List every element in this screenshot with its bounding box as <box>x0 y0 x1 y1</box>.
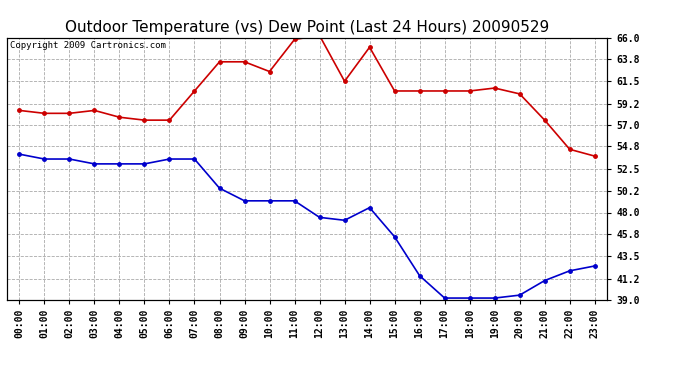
Title: Outdoor Temperature (vs) Dew Point (Last 24 Hours) 20090529: Outdoor Temperature (vs) Dew Point (Last… <box>65 20 549 35</box>
Text: Copyright 2009 Cartronics.com: Copyright 2009 Cartronics.com <box>10 42 166 51</box>
